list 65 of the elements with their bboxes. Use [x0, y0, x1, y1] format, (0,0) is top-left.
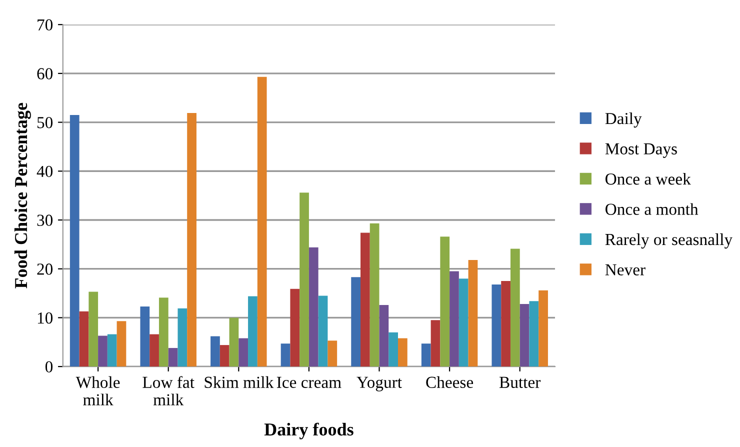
bar — [248, 296, 258, 367]
bar — [529, 301, 539, 367]
y-tick-label: 20 — [37, 264, 53, 275]
bar — [107, 334, 117, 367]
y-tick-label: 60 — [37, 68, 53, 80]
bar — [450, 271, 459, 367]
bar — [158, 298, 168, 367]
x-tick-label: Ice cream — [276, 376, 342, 388]
bar — [440, 236, 450, 367]
bar — [388, 332, 398, 367]
y-tick-label: 0 — [45, 361, 53, 372]
bar — [501, 281, 510, 367]
bar — [351, 277, 361, 367]
bar — [360, 232, 370, 367]
legend-label: Daily — [605, 112, 642, 128]
bar — [168, 348, 178, 367]
y-axis-title: Food Choice Percentage — [14, 102, 31, 288]
bar — [88, 292, 98, 367]
legend-label: Once a week — [606, 172, 691, 185]
bar — [318, 296, 328, 367]
bar — [379, 304, 389, 367]
x-tick-label: Butter — [500, 376, 541, 388]
bar — [300, 192, 309, 367]
y-tick-label: 30 — [37, 214, 53, 226]
bar — [116, 321, 126, 367]
bar — [257, 76, 267, 367]
x-tick-label: Low fat milk — [142, 376, 194, 406]
bar — [229, 318, 239, 367]
legend-label: Rarely or seasnally — [605, 233, 733, 249]
bar — [238, 338, 248, 367]
bar — [328, 340, 338, 367]
bar — [150, 334, 159, 367]
bar — [468, 260, 478, 367]
bar — [220, 345, 230, 367]
y-tick-label: 70 — [38, 19, 53, 31]
x-tick-label: Cheese — [426, 376, 474, 388]
bar — [398, 338, 408, 367]
legend-label: Most Days — [605, 143, 677, 158]
bar — [308, 247, 318, 367]
x-tick-label: Yogurt — [356, 376, 402, 392]
y-tick-label: 40 — [36, 166, 53, 178]
bar — [210, 336, 220, 367]
legend-label: Never — [605, 264, 646, 276]
bar — [430, 320, 440, 367]
y-tick-label: 10 — [38, 312, 53, 324]
bar — [290, 288, 300, 367]
bar — [492, 284, 502, 367]
x-tick-label: Whole milk — [76, 376, 120, 406]
bar — [280, 344, 290, 367]
y-tick-label: 50 — [37, 116, 53, 128]
bar — [187, 113, 196, 367]
bar — [520, 304, 530, 367]
bar — [98, 336, 108, 367]
bar — [178, 308, 188, 367]
legend-label: Once a month — [606, 203, 698, 215]
bar — [458, 278, 468, 367]
x-axis-title: Dairy foods — [264, 422, 354, 440]
x-tick-label: Skim milk — [204, 376, 274, 388]
bar — [421, 344, 431, 367]
bar — [140, 306, 150, 367]
bar — [510, 248, 520, 367]
bar — [370, 223, 380, 367]
bar — [538, 290, 548, 367]
bar — [70, 114, 80, 367]
bar — [79, 311, 89, 367]
